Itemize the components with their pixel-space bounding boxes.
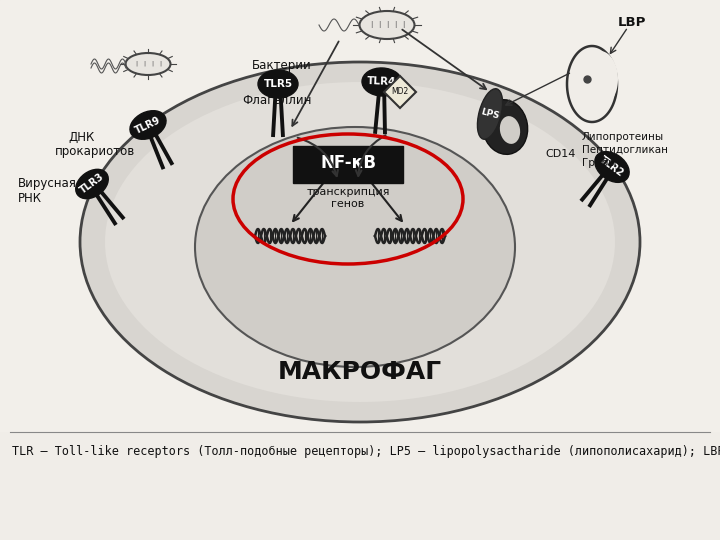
Text: TLR9: TLR9 (133, 114, 163, 136)
FancyBboxPatch shape (293, 145, 403, 183)
Ellipse shape (195, 127, 515, 367)
Ellipse shape (258, 70, 298, 98)
Text: CD14: CD14 (545, 149, 575, 159)
Text: Грибы: Грибы (582, 158, 616, 168)
Text: |: | (370, 21, 372, 28)
Text: |: | (378, 21, 380, 28)
Ellipse shape (125, 53, 171, 75)
Text: TLR2: TLR2 (598, 155, 626, 179)
Ellipse shape (76, 170, 108, 199)
Text: LPS: LPS (480, 107, 500, 121)
Text: генов: генов (331, 199, 364, 209)
Ellipse shape (362, 68, 402, 96)
Ellipse shape (359, 11, 415, 39)
Text: транскрипция: транскрипция (306, 187, 390, 197)
Text: |: | (386, 21, 388, 28)
Text: Флагеллин: Флагеллин (242, 93, 311, 106)
Text: TLR4: TLR4 (367, 77, 397, 87)
PathPatch shape (567, 46, 617, 122)
Ellipse shape (482, 100, 528, 154)
Text: |: | (159, 60, 161, 66)
Text: TLR3: TLR3 (78, 172, 106, 196)
Ellipse shape (500, 116, 520, 144)
Ellipse shape (130, 111, 166, 139)
Text: МАКРОФАГ: МАКРОФАГ (278, 360, 442, 384)
Text: |: | (402, 21, 404, 28)
Ellipse shape (477, 89, 503, 139)
Text: |: | (135, 60, 137, 66)
Text: ДНК: ДНК (68, 131, 94, 144)
PathPatch shape (582, 51, 618, 107)
Text: Липопротеины: Липопротеины (582, 132, 664, 142)
Text: РНК: РНК (18, 192, 42, 206)
Text: TLR — Toll-like receptors (Толл-подобные рецепторы); LP5 — lipopolysactharide (л: TLR — Toll-like receptors (Толл-подобные… (12, 444, 720, 458)
Text: TLR5: TLR5 (264, 79, 292, 89)
Text: MD2: MD2 (392, 87, 409, 97)
Text: NF-κB: NF-κB (320, 154, 376, 172)
Text: Вирусная: Вирусная (18, 178, 77, 191)
Polygon shape (384, 76, 416, 108)
Text: |: | (151, 60, 153, 66)
Text: LBP: LBP (618, 16, 647, 29)
Ellipse shape (105, 82, 615, 402)
Text: |: | (394, 21, 396, 28)
Text: прокариотов: прокариотов (55, 145, 135, 159)
Ellipse shape (595, 152, 629, 183)
Ellipse shape (80, 62, 640, 422)
Text: Пептидогликан: Пептидогликан (582, 145, 668, 155)
Text: |: | (143, 60, 145, 66)
Text: Бактерии: Бактерии (252, 59, 312, 72)
